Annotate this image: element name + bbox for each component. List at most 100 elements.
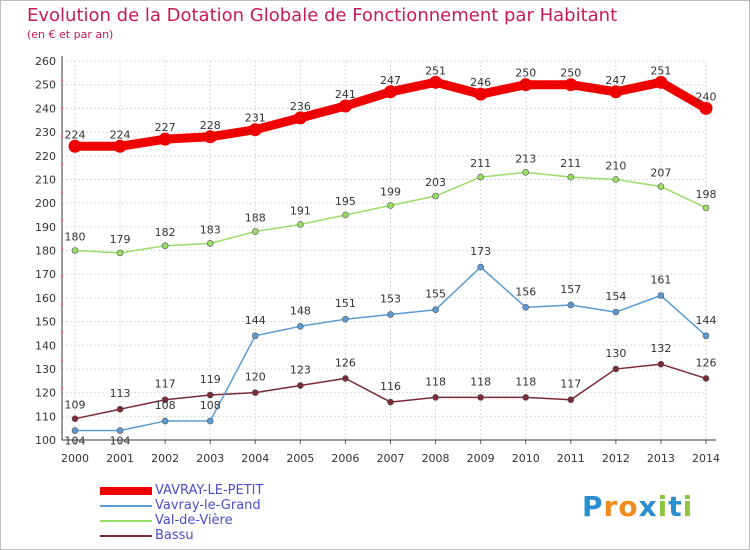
- x-tick-label: 2003: [196, 452, 224, 465]
- series-val-de-vi-re: 180 179 182 183 188 191 195 199 203 211 213 211 210 2…: [65, 152, 717, 257]
- data-point: [293, 111, 307, 125]
- data-label: 191: [290, 204, 311, 217]
- data-label: 123: [290, 364, 311, 377]
- data-label: 144: [696, 314, 717, 327]
- data-point: [522, 394, 530, 401]
- data-point: [699, 101, 713, 115]
- data-point: [522, 169, 530, 176]
- x-tick-label: 2008: [422, 452, 450, 465]
- x-tick-label: 2012: [602, 452, 630, 465]
- data-point: [297, 382, 304, 389]
- data-point: [248, 123, 262, 137]
- data-point: [477, 394, 484, 401]
- data-point: [342, 375, 349, 382]
- data-label: 227: [155, 121, 176, 134]
- data-label: 157: [560, 283, 581, 296]
- data-label: 155: [425, 288, 446, 301]
- data-label: 154: [605, 290, 626, 303]
- y-tick-labels: 100 110 120 130 140 150 160 170 180 190 200 210 220 2…: [35, 55, 56, 447]
- x-tick-label: 2005: [286, 452, 314, 465]
- data-label: 153: [380, 292, 401, 305]
- data-label: 211: [470, 157, 491, 170]
- data-label: 156: [515, 285, 536, 298]
- series-vavray-le-petit: 224 224 227 228 231 236 241 247 251 246 250 250 247 2…: [65, 64, 717, 153]
- legend-swatch: [100, 535, 152, 537]
- data-point: [657, 360, 665, 368]
- data-point: [609, 85, 623, 99]
- data-point: [161, 242, 169, 250]
- data-label: 120: [245, 371, 266, 384]
- data-point: [71, 415, 79, 422]
- data-label: 118: [425, 375, 446, 388]
- axes: [61, 56, 716, 444]
- data-point: [251, 228, 259, 235]
- data-label: 210: [605, 159, 626, 172]
- data-point: [429, 75, 443, 89]
- x-tick-label: 2014: [692, 452, 720, 465]
- data-point: [387, 311, 394, 318]
- y-tick-label: 150: [35, 316, 56, 329]
- data-label: 231: [245, 112, 266, 125]
- data-point: [567, 301, 575, 309]
- y-tick-label: 220: [35, 150, 56, 163]
- data-point: [71, 247, 79, 254]
- data-label: 224: [110, 128, 131, 141]
- x-tick-label: 2001: [106, 452, 134, 465]
- data-label: 151: [335, 297, 356, 310]
- data-point: [68, 139, 82, 153]
- data-label: 183: [200, 223, 221, 236]
- x-tick-label: 2011: [557, 452, 585, 465]
- data-label: 198: [696, 188, 717, 201]
- data-point: [116, 427, 124, 434]
- x-tick-label: 2004: [241, 452, 269, 465]
- data-point: [206, 240, 214, 247]
- data-label: 203: [425, 176, 446, 189]
- legend-label: Vavray-le-Grand: [155, 498, 261, 513]
- data-label: 228: [200, 119, 221, 132]
- data-point: [567, 173, 575, 181]
- data-point: [519, 78, 533, 92]
- y-tick-label: 260: [35, 55, 56, 68]
- data-point: [384, 85, 397, 99]
- data-point: [522, 304, 530, 311]
- x-tick-label: 2009: [467, 452, 495, 465]
- data-point: [612, 176, 620, 183]
- data-label: 132: [650, 342, 671, 355]
- data-label: 144: [245, 314, 266, 327]
- logo-letter: t: [668, 490, 683, 523]
- line-chart: 100 110 120 130 140 150 160 170 180 190 200 210 220 2…: [35, 55, 720, 465]
- data-point: [338, 99, 352, 113]
- data-label: 108: [200, 399, 221, 412]
- data-label: 236: [290, 100, 311, 113]
- legend-label: VAVRAY-LE-PETIT: [155, 483, 264, 498]
- data-point: [206, 417, 214, 425]
- data-point: [387, 398, 394, 406]
- x-tick-label: 2007: [377, 452, 405, 465]
- y-tick-label: 110: [35, 410, 56, 423]
- logo-letter: P: [582, 490, 604, 523]
- x-tick-label: 2013: [647, 452, 675, 465]
- data-label: 126: [696, 356, 717, 369]
- data-label: 251: [425, 64, 446, 77]
- data-label: 182: [155, 226, 176, 239]
- chart-title: Evolution de la Dotation Globale de Fonc…: [27, 5, 618, 26]
- data-label: 118: [515, 375, 536, 388]
- x-tick-label: 2006: [331, 452, 359, 465]
- data-point: [612, 365, 620, 373]
- data-label: 117: [155, 378, 176, 391]
- legend-swatch: [100, 505, 152, 507]
- data-point: [654, 75, 668, 89]
- data-point: [71, 427, 79, 434]
- data-label: 104: [65, 435, 86, 448]
- data-label: 117: [560, 378, 581, 391]
- logo-letter: r: [603, 490, 619, 523]
- series-bassu: 109 113 117 119 120 123 126 116 118 118 118 117 130 1…: [65, 342, 717, 422]
- data-point: [203, 130, 217, 144]
- data-label: 104: [110, 435, 131, 448]
- data-point: [251, 332, 259, 340]
- data-point: [702, 375, 710, 382]
- proxiti-logo: Proxiti: [582, 490, 693, 523]
- data-label: 126: [335, 356, 356, 369]
- legend-swatch: [100, 487, 152, 495]
- y-tick-label: 130: [35, 363, 56, 376]
